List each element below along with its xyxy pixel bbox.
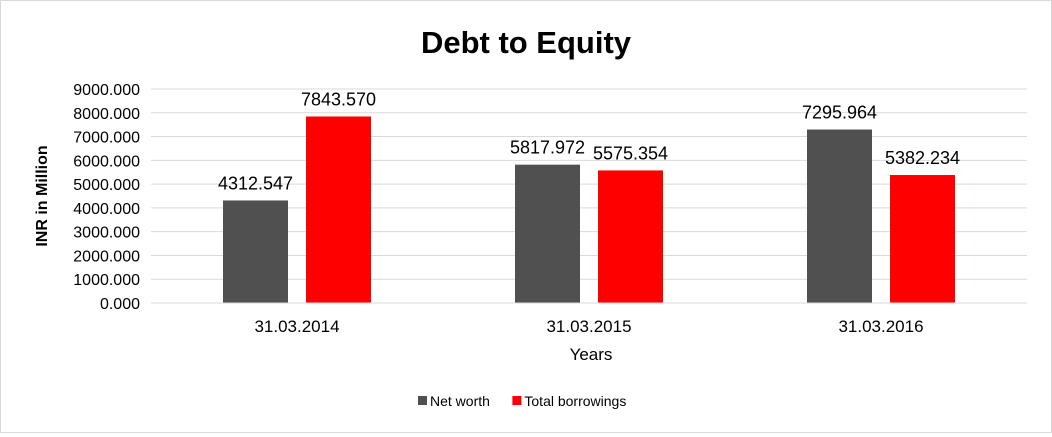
x-axis-ticks: 31.03.2014 31.03.2015 31.03.2016 (254, 317, 923, 336)
y-tick-label: 3000.000 (73, 225, 140, 242)
bar-net-worth (223, 200, 288, 303)
bar-net-worth (807, 129, 872, 303)
bar-total-borrowings (598, 170, 663, 303)
legend: Net worth Total borrowings (418, 393, 626, 409)
y-tick-label: 8000.000 (73, 106, 140, 123)
y-tick-label: 2000.000 (73, 248, 140, 265)
data-labels: 4312.547 7843.570 5817.972 5575.354 7295.964… (218, 89, 960, 193)
y-tick-label: 7000.000 (73, 130, 140, 147)
x-tick-label: 31.03.2014 (254, 317, 339, 336)
y-tick-label: 6000.000 (73, 153, 140, 170)
data-label: 7843.570 (301, 89, 376, 109)
data-label: 4312.547 (218, 173, 293, 193)
data-label: 5575.354 (593, 143, 668, 163)
y-tick-label: 1000.000 (73, 272, 140, 289)
data-label: 5382.234 (885, 148, 960, 168)
x-tick-label: 31.03.2016 (838, 317, 923, 336)
y-tick-label: 9000.000 (73, 82, 140, 99)
y-axis-label: INR in Million (34, 145, 51, 246)
chart-title: Debt to Equity (421, 25, 632, 60)
legend-swatch (512, 396, 522, 405)
bar-total-borrowings (890, 175, 955, 303)
bar-total-borrowings (306, 116, 371, 303)
bar-net-worth (515, 164, 580, 303)
y-axis-ticks: 0.000 1000.000 2000.000 3000.000 4000.000 500… (73, 82, 140, 313)
y-tick-label: 4000.000 (73, 201, 140, 218)
x-tick-label: 31.03.2015 (546, 317, 631, 336)
y-tick-label: 5000.000 (73, 177, 140, 194)
data-label: 5817.972 (510, 138, 585, 158)
y-tick-label: 0.000 (100, 296, 140, 313)
legend-entry-label: Net worth (430, 393, 490, 409)
legend-entry-label: Total borrowings (524, 393, 626, 409)
data-label: 7295.964 (802, 103, 877, 123)
bars (223, 116, 955, 303)
gridlines (151, 88, 1027, 280)
legend-swatch (418, 396, 427, 405)
x-axis-label: Years (570, 345, 613, 364)
